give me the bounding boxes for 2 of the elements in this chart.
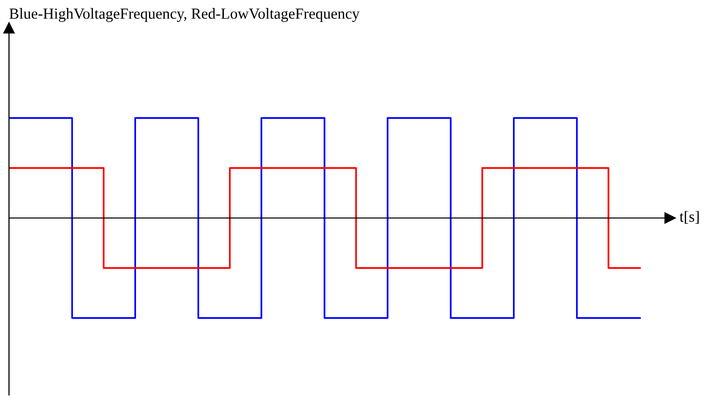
- x-axis-title: t[s]: [680, 211, 699, 224]
- chart-title: Blue-HighVoltageFrequency, Red-LowVoltageFrequency: [9, 8, 360, 22]
